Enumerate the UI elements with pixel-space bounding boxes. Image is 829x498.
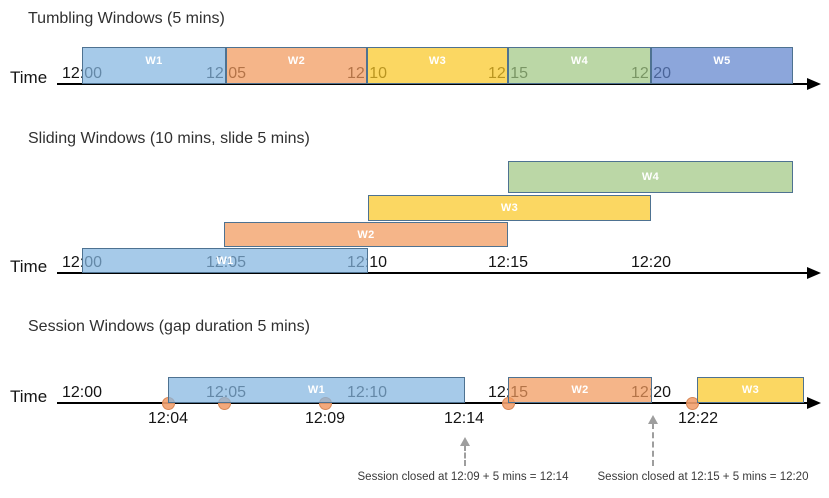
window-label: W3	[428, 55, 447, 67]
time-axis	[57, 83, 808, 85]
time-axis-label: Time	[10, 68, 48, 87]
window-label: W2	[287, 55, 306, 67]
window-box: W5	[651, 47, 793, 84]
window-box: W1	[168, 377, 465, 403]
time-axis-label: Time	[10, 257, 48, 276]
axis-arrowhead-icon	[807, 397, 821, 409]
tick-label: 12:15	[487, 254, 529, 271]
event-time-label: 12:14	[443, 410, 485, 427]
closure-annotation: Session closed at 12:15 + 5 mins = 12:20	[597, 471, 809, 483]
window-label: W2	[571, 384, 589, 396]
time-axis	[57, 402, 808, 404]
axis-arrowhead-icon	[807, 78, 821, 90]
event-dot	[686, 397, 699, 410]
window-label: W4	[570, 55, 589, 67]
tick-label: 12:00	[61, 384, 103, 401]
window-box: W2	[226, 47, 367, 84]
section-title: Session Windows (gap duration 5 mins)	[28, 318, 310, 335]
window-box: W3	[368, 195, 651, 221]
window-box: W4	[508, 161, 793, 193]
event-time-label: 12:04	[147, 410, 189, 427]
event-time-label: 12:22	[677, 410, 719, 427]
window-box: W2	[224, 222, 508, 247]
window-label: W3	[741, 384, 760, 396]
section-title: Tumbling Windows (5 mins)	[28, 10, 225, 27]
window-label: W3	[500, 202, 519, 214]
arrow-up-icon	[648, 415, 658, 424]
closure-annotation: Session closed at 12:09 + 5 mins = 12:14	[357, 471, 569, 483]
window-box: W3	[367, 47, 508, 84]
axis-arrowhead-icon	[807, 267, 821, 279]
window-label: W2	[357, 228, 375, 241]
window-label: W1	[307, 384, 326, 396]
window-box: W4	[508, 47, 651, 84]
window-box: W1	[82, 47, 226, 84]
closure-arrow	[652, 423, 654, 466]
window-box: W3	[697, 377, 804, 403]
window-box: W1	[82, 248, 368, 273]
time-axis-label: Time	[10, 387, 48, 406]
time-axis	[57, 272, 808, 274]
closure-arrow	[464, 445, 466, 466]
window-label: W5	[713, 55, 731, 67]
arrow-up-icon	[460, 437, 470, 446]
event-time-label: 12:09	[304, 410, 346, 427]
window-box: W2	[508, 377, 652, 403]
window-label: W4	[641, 171, 660, 183]
section-title: Sliding Windows (10 mins, slide 5 mins)	[28, 130, 310, 147]
window-label: W1	[216, 254, 234, 267]
tick-label: 12:20	[630, 254, 672, 271]
window-label: W1	[145, 55, 163, 67]
